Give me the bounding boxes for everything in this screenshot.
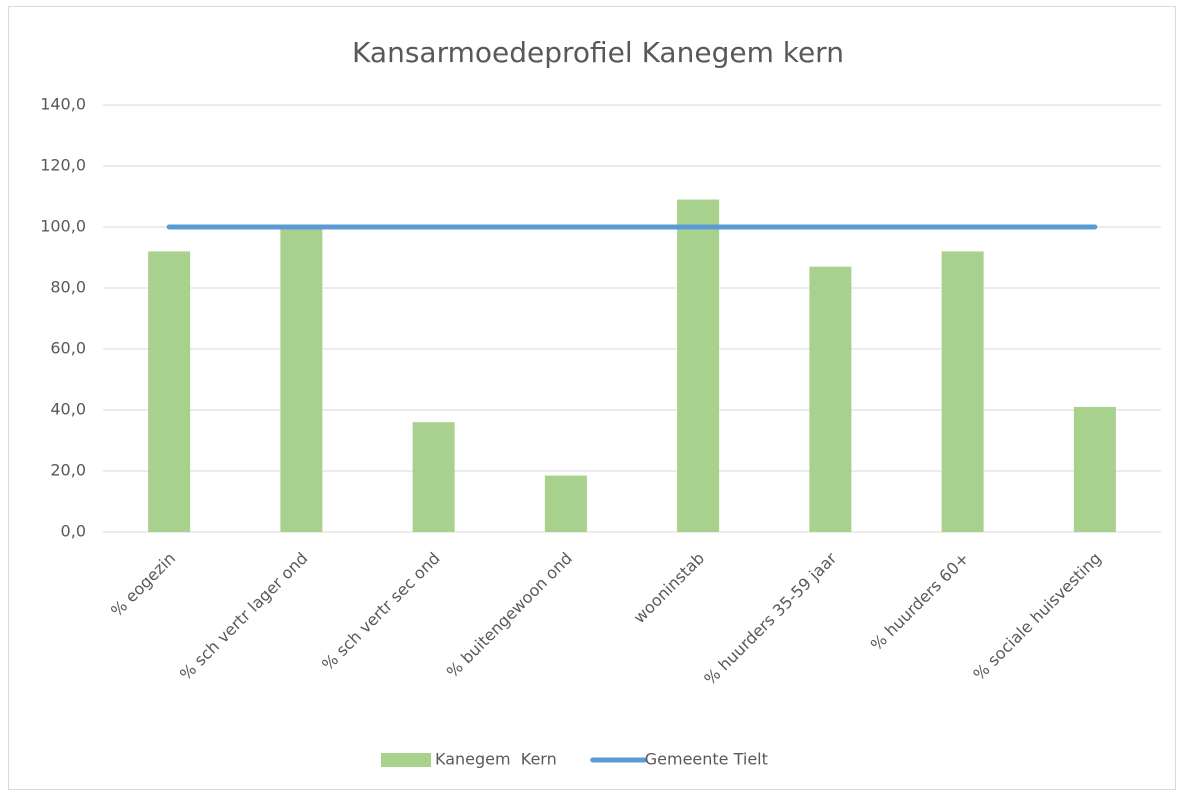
- bar: [809, 266, 852, 532]
- legend-swatch: [381, 753, 431, 767]
- bar: [412, 422, 455, 532]
- chart-title: Kansarmoedeprofiel Kanegem kern: [352, 36, 844, 69]
- bar: [544, 475, 587, 532]
- y-tick-label: 80,0: [50, 278, 86, 297]
- bar: [1073, 406, 1116, 532]
- y-tick-label: 20,0: [50, 461, 86, 480]
- y-tick-label: 60,0: [50, 339, 86, 358]
- bar: [148, 251, 191, 532]
- y-tick-label: 120,0: [40, 156, 86, 175]
- legend-label: Kanegem Kern: [435, 750, 557, 769]
- y-tick-label: 40,0: [50, 400, 86, 419]
- y-tick-label: 0,0: [61, 522, 86, 541]
- y-tick-label: 100,0: [40, 217, 86, 236]
- bar: [677, 199, 720, 533]
- bar: [941, 251, 984, 532]
- bar: [280, 227, 323, 532]
- y-tick-label: 140,0: [40, 95, 86, 114]
- legend-label: Gemeente Tielt: [645, 750, 768, 769]
